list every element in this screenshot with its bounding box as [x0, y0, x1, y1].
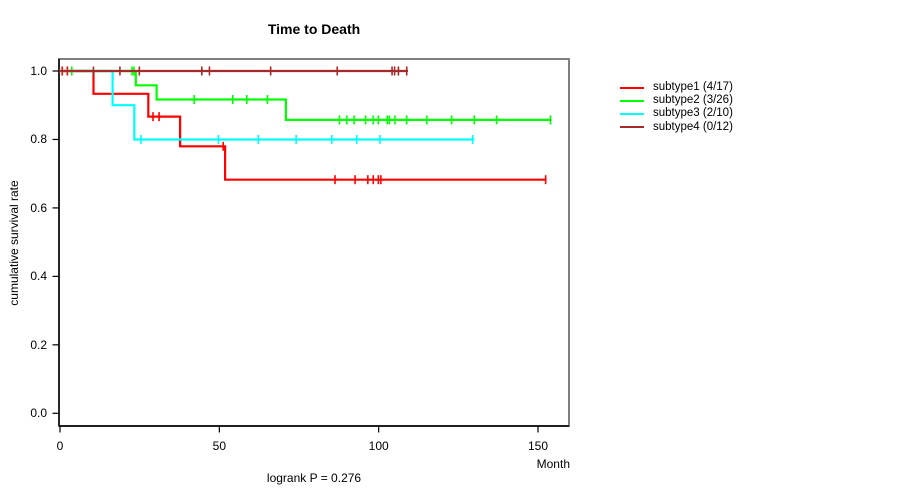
x-tick-label: 150	[527, 439, 549, 453]
survival-curve-subtype1	[59, 69, 547, 181]
y-tick-label: 0.8	[30, 132, 47, 147]
chart-title: Time to Death	[267, 21, 361, 37]
legend-item-subtype4: subtype4 (0/12)	[620, 121, 733, 134]
legend-line-subtype1	[620, 86, 644, 89]
plot-box-border	[58, 58, 570, 427]
legend-item-subtype2: subtype2 (3/26)	[620, 94, 733, 107]
legend: subtype1 (4/17) subtype2 (3/26) subtype3…	[620, 81, 733, 134]
legend-line-subtype3	[620, 112, 644, 115]
legend-label-subtype4: subtype4 (0/12)	[653, 120, 733, 133]
x-tick-label: 50	[212, 439, 226, 453]
legend-label-subtype1: subtype1 (4/17)	[653, 81, 733, 94]
y-tick-label: 0.0	[30, 406, 47, 421]
logrank-p-annotation: logrank P = 0.276	[266, 471, 362, 485]
y-tick-label: 1.0	[30, 64, 47, 78]
legend-item-subtype3: subtype3 (2/10)	[620, 107, 733, 120]
x-tick-label: 0	[56, 439, 64, 453]
legend-item-subtype1: subtype1 (4/17)	[620, 81, 733, 94]
x-axis-title: Month	[536, 457, 570, 471]
y-tick-label: 0.6	[30, 200, 47, 215]
y-tick-label: 0.2	[30, 337, 47, 352]
legend-line-subtype2	[620, 99, 644, 102]
survival-curve-subtype3	[59, 69, 475, 141]
survival-curve-subtype2	[59, 69, 552, 121]
y-tick-label: 0.4	[30, 269, 47, 284]
legend-label-subtype3: subtype3 (2/10)	[653, 107, 733, 120]
x-tick-label: 100	[368, 439, 389, 453]
legend-label-subtype2: subtype2 (3/26)	[653, 94, 733, 107]
legend-line-subtype4	[620, 126, 644, 129]
